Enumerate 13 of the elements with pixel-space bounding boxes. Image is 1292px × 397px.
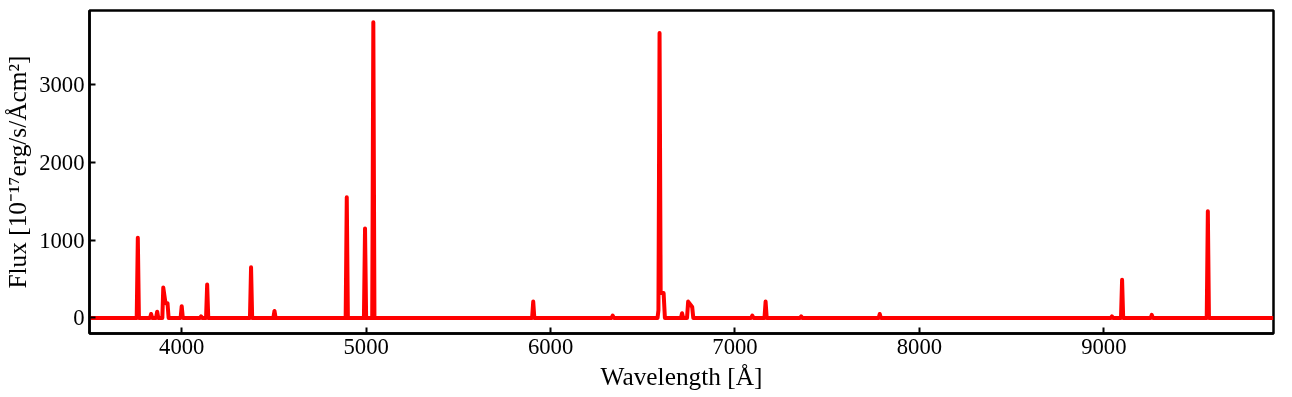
x-tick-label: 5000 xyxy=(343,333,389,359)
x-tick-label: 6000 xyxy=(527,333,574,359)
y-tick-label: 3000 xyxy=(39,71,85,97)
y-tick-label: 0 xyxy=(73,305,85,331)
x-tick-label: 8000 xyxy=(896,333,943,359)
x-tick-label: 4000 xyxy=(159,333,205,359)
x-tick-label: 9000 xyxy=(1081,333,1127,359)
line-series xyxy=(89,20,1274,320)
y-tick-label: 1000 xyxy=(39,227,85,253)
x-axis-title: Wavelength [Å] xyxy=(600,361,763,390)
x-tick-label: 7000 xyxy=(712,333,758,359)
y-tick-label: 2000 xyxy=(39,149,85,175)
y-axis-title: Flux [10⁻¹⁷erg/s/Åcm²] xyxy=(3,55,32,289)
